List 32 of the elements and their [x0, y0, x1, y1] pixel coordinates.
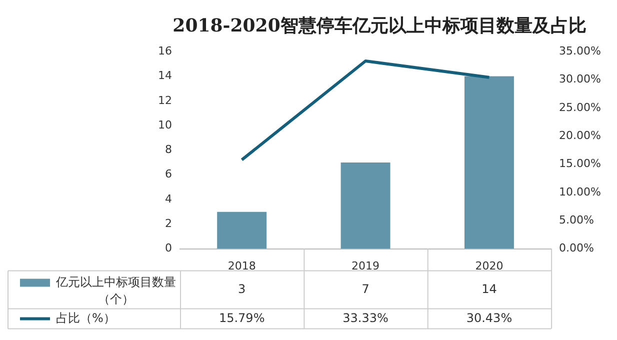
bar [464, 76, 514, 249]
legend-label: 亿元以上中标项目数量（个） [55, 274, 176, 306]
y2-tick-label: 25.00% [559, 100, 602, 114]
y2-tick-label: 15.00% [559, 157, 602, 170]
y2-tick-label: 10.00% [559, 185, 602, 198]
data-label: 3 [238, 282, 246, 296]
bar [217, 212, 267, 249]
chart-title: 2018-2020智慧停车亿元以上中标项目数量及占比 [172, 15, 586, 36]
y2-tick-label: 0.00% [559, 242, 594, 255]
y2-tick-label: 35.00% [559, 44, 602, 58]
y-tick-label: 4 [164, 192, 172, 206]
x-tick-label: 2018 [228, 259, 256, 272]
y2-tick-label: 20.00% [559, 128, 602, 142]
y-tick-label: 6 [164, 168, 172, 181]
y-tick-label: 2 [164, 217, 172, 230]
y-tick-label: 12 [158, 94, 172, 107]
y-tick-label: 10 [158, 118, 172, 132]
data-label: 33.33% [342, 310, 388, 325]
data-label: 15.79% [218, 310, 265, 325]
data-label: 30.43% [466, 310, 512, 325]
x-tick-label: 2020 [475, 259, 504, 272]
data-label: 7 [362, 282, 370, 296]
y2-tick-label: 30.00% [559, 72, 602, 86]
legend-label: 占比（%） [56, 310, 116, 325]
y-tick-label: 14 [158, 69, 172, 82]
y2-tick-label: 5.00% [559, 213, 594, 226]
data-label: 14 [482, 282, 497, 296]
x-tick-label: 2019 [352, 259, 380, 272]
bar [340, 162, 390, 249]
y-tick-label: 8 [164, 143, 172, 156]
y-tick-label: 16 [158, 44, 172, 58]
y-tick-label: 0 [164, 242, 172, 255]
